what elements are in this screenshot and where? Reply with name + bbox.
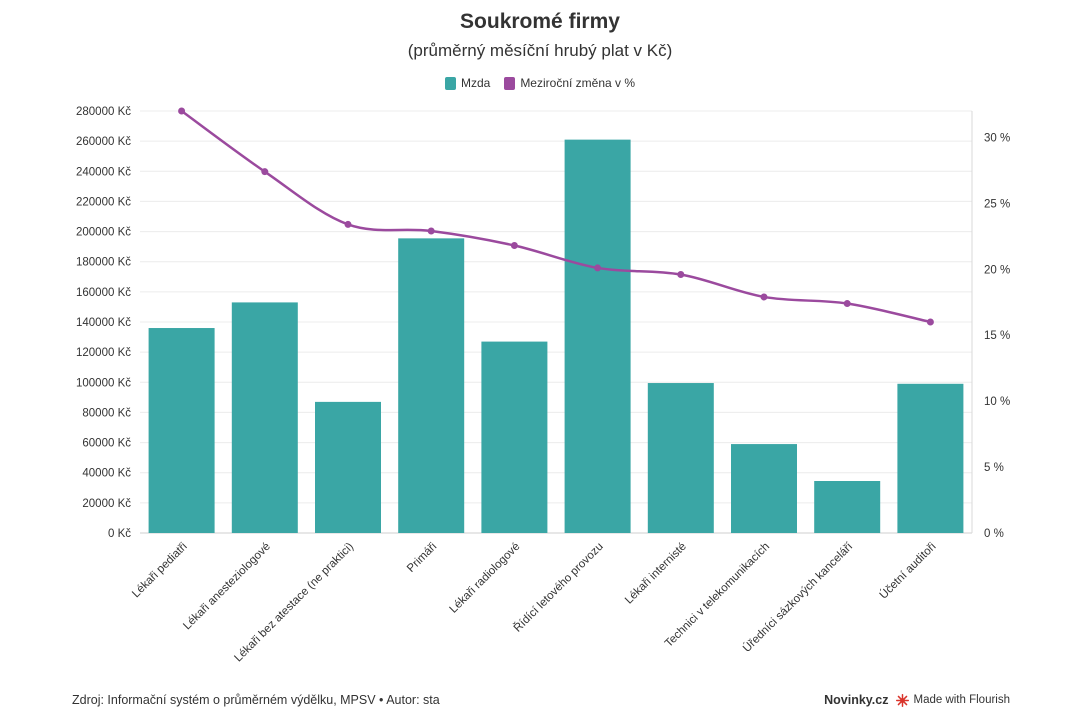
source-note: Zdroj: Informační systém o průměrném výd… <box>72 693 440 707</box>
y-left-tick-label: 100000 Kč <box>76 377 131 389</box>
made-with-label: Made with Flourish <box>913 694 1010 706</box>
brand-name[interactable]: Novinky.cz <box>824 693 889 707</box>
y-right-tick-label: 25 % <box>984 198 1010 210</box>
footer-brand: Novinky.cz Made with Flourish <box>824 693 1010 707</box>
y-right-tick-label: 10 % <box>984 396 1010 408</box>
legend-item-mzda[interactable]: Mzda <box>444 76 491 90</box>
x-tick-label: Účetní auditoři <box>877 540 939 602</box>
line-point <box>926 318 934 326</box>
x-tick-label: Lékaři radiologové <box>448 541 523 616</box>
y-right-tick-label: 15 % <box>984 330 1010 342</box>
legend-swatch-zmena <box>504 76 516 90</box>
y-left-tick-label: 140000 Kč <box>76 317 131 329</box>
flourish-star-icon <box>896 693 910 707</box>
y-left-tick-label: 20000 Kč <box>82 498 131 510</box>
chart-title: Soukromé firmy <box>460 10 620 33</box>
legend-label-zmena: Meziroční změna v % <box>520 76 636 90</box>
chart-legend: Mzda Meziroční změna v % <box>0 76 1080 90</box>
y-left-tick-label: 80000 Kč <box>82 407 131 419</box>
y-right-tick-label: 0 % <box>984 528 1004 540</box>
flourish-credit[interactable]: Made with Flourish <box>896 693 1010 707</box>
y-left-tick-label: 160000 Kč <box>76 287 131 299</box>
y-left-tick-label: 0 Kč <box>108 528 131 540</box>
bar <box>731 444 797 533</box>
line-point <box>677 271 685 279</box>
y-left-tick-label: 280000 Kč <box>76 106 131 118</box>
legend-swatch-mzda <box>444 76 456 90</box>
y-left-tick-label: 60000 Kč <box>82 438 131 450</box>
y-right-tick-label: 20 % <box>984 264 1010 276</box>
bar <box>564 139 631 533</box>
line-point <box>427 227 435 235</box>
bar <box>897 383 964 533</box>
line-point <box>178 107 186 115</box>
line-point <box>510 242 518 250</box>
y-left-tick-label: 120000 Kč <box>76 347 131 359</box>
x-tick-label: Lékaři internisté <box>623 541 689 607</box>
y-left-tick-label: 180000 Kč <box>76 257 131 269</box>
x-tick-label: Řídící letového provozu <box>511 540 606 635</box>
line-point <box>261 168 269 176</box>
series-line-zmena <box>180 109 931 324</box>
line-point <box>594 264 602 272</box>
y-left-tick-label: 220000 Kč <box>76 196 131 208</box>
y-left-tick-label: 260000 Kč <box>76 136 131 148</box>
bar <box>231 302 298 533</box>
y-left-tick-label: 40000 Kč <box>82 468 131 480</box>
y-left-tick-label: 200000 Kč <box>76 227 131 239</box>
bar <box>148 328 215 533</box>
y-right-tick-label: 5 % <box>984 462 1004 474</box>
legend-label-mzda: Mzda <box>460 76 491 90</box>
bar <box>814 481 881 533</box>
line-point <box>760 293 768 301</box>
legend-item-zmena[interactable]: Meziroční změna v % <box>504 76 635 90</box>
bar <box>398 238 465 533</box>
line-point <box>843 300 851 308</box>
line-point <box>344 220 352 228</box>
y-left-tick-label: 240000 Kč <box>76 166 131 178</box>
x-tick-label: Lékaři anesteziologové <box>181 541 273 633</box>
x-tick-label: Lékaři pediatři <box>130 541 190 601</box>
bar <box>647 383 714 533</box>
chart-subtitle: (průměrný měsíční hrubý plat v Kč) <box>407 41 673 60</box>
x-tick-label: Primáři <box>405 541 439 575</box>
y-right-tick-label: 30 % <box>984 132 1010 144</box>
bar <box>315 401 381 533</box>
bar <box>481 341 548 533</box>
